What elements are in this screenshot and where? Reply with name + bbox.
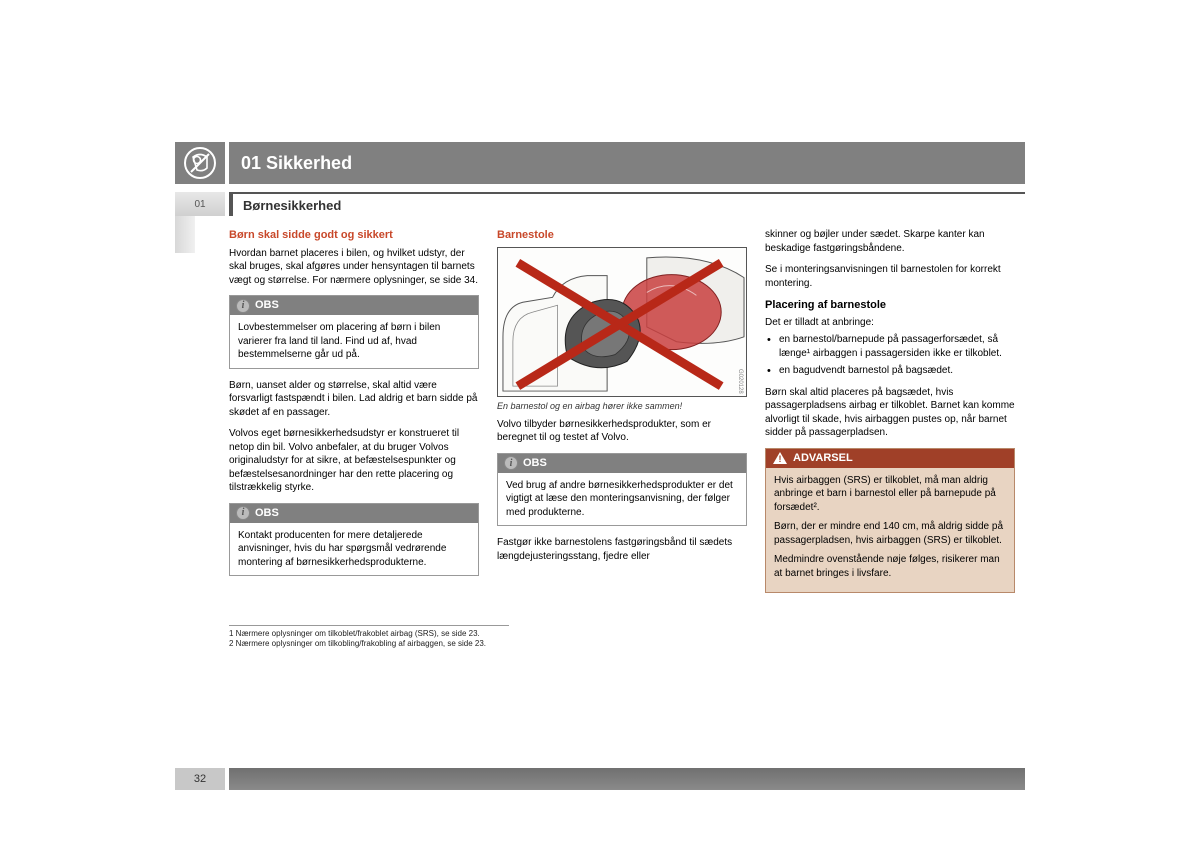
- footnote-1: 1 Nærmere oplysninger om tilkoblet/frako…: [229, 629, 509, 638]
- note-body: Kontakt producenten for mere detaljerede…: [230, 523, 478, 576]
- warning-paragraph: Hvis airbaggen (SRS) er tilkoblet, må ma…: [774, 474, 1006, 515]
- note-header: i OBS: [230, 504, 478, 523]
- footnote-2: 2 Nærmere oplysninger om tilkobling/frak…: [229, 639, 509, 648]
- note-body: Lovbestemmelser om placering af børn i b…: [230, 315, 478, 368]
- paragraph: Se i monteringsanvisningen til barnestol…: [765, 263, 1015, 290]
- seatbelt-icon: [175, 142, 225, 184]
- paragraph: Børn skal altid placeres på bagsædet, hv…: [765, 386, 1015, 440]
- warning-header: ADVARSEL: [766, 449, 1014, 468]
- heading-sit-safely: Børn skal sidde godt og sikkert: [229, 228, 479, 243]
- paragraph: Det er tilladt at anbringe:: [765, 316, 1015, 330]
- paragraph: skinner og bøjler under sædet. Skarpe ka…: [765, 228, 1015, 255]
- section-header: 01 Børnesikkerhed: [175, 192, 1025, 216]
- note-box: i OBS Lovbestemmelser om placering af bø…: [229, 295, 479, 368]
- note-title: OBS: [523, 456, 547, 471]
- column-3: skinner og bøjler under sædet. Skarpe ka…: [765, 228, 1015, 603]
- page-footer: 32: [175, 768, 1025, 790]
- info-icon: i: [236, 299, 250, 313]
- note-header: i OBS: [230, 296, 478, 315]
- paragraph: Hvordan barnet placeres i bilen, og hvil…: [229, 247, 479, 288]
- heading-placement: Placering af barnestole: [765, 298, 1015, 313]
- note-box: i OBS Kontakt producenten for mere detal…: [229, 503, 479, 576]
- list-item: en bagudvendt barnestol på bagsædet.: [765, 364, 1015, 378]
- column-1: Børn skal sidde godt og sikkert Hvordan …: [229, 228, 479, 603]
- footer-bar: [229, 768, 1025, 790]
- list-item: en barnestol/barnepude på passagerforsæd…: [765, 333, 1015, 360]
- bullet-list: en barnestol/barnepude på passagerforsæd…: [765, 333, 1015, 378]
- column-2: Barnestole: [497, 228, 747, 603]
- warning-title: ADVARSEL: [793, 451, 853, 466]
- note-body: Ved brug af andre børnesikkerhedsprodukt…: [498, 473, 746, 526]
- page-content: 01 Sikkerhed 01 Børnesikkerhed Børn skal…: [175, 142, 1025, 649]
- heading-childseats: Barnestole: [497, 228, 747, 243]
- section-title: Børnesikkerhed: [229, 192, 1025, 216]
- chapter-header: 01 Sikkerhed: [175, 142, 1025, 184]
- page-number: 32: [175, 768, 225, 790]
- body-columns: Børn skal sidde godt og sikkert Hvordan …: [229, 228, 1025, 603]
- paragraph: Børn, uanset alder og størrelse, skal al…: [229, 379, 479, 420]
- illustration-caption: En barnestol og en airbag hører ikke sam…: [497, 400, 747, 412]
- paragraph: Fastgør ikke barnestolens fastgøringsbån…: [497, 536, 747, 563]
- footnotes: 1 Nærmere oplysninger om tilkoblet/frako…: [229, 625, 509, 648]
- warning-body: Hvis airbaggen (SRS) er tilkoblet, må ma…: [766, 468, 1014, 593]
- image-code: G020128: [736, 369, 744, 394]
- info-icon: i: [236, 506, 250, 520]
- info-icon: i: [504, 456, 518, 470]
- note-box: i OBS Ved brug af andre børnesikkerhedsp…: [497, 453, 747, 526]
- paragraph: Volvos eget børnesikkerhedsudstyr er kon…: [229, 427, 479, 495]
- warning-box: ADVARSEL Hvis airbaggen (SRS) er tilkobl…: [765, 448, 1015, 593]
- section-number-tab: 01: [175, 192, 225, 216]
- note-title: OBS: [255, 298, 279, 313]
- warning-paragraph: Medmindre ovenstående nøje følges, risik…: [774, 553, 1006, 580]
- note-header: i OBS: [498, 454, 746, 473]
- warning-icon: [772, 451, 788, 465]
- illustration-childseat-airbag: G020128: [497, 247, 747, 397]
- paragraph: Volvo tilbyder børnesikkerhedsprodukter,…: [497, 418, 747, 445]
- note-title: OBS: [255, 506, 279, 521]
- chapter-title: 01 Sikkerhed: [229, 142, 1025, 184]
- warning-paragraph: Børn, der er mindre end 140 cm, må aldri…: [774, 520, 1006, 547]
